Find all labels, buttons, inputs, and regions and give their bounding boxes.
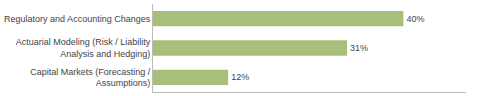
svg-text:Regulatory and Accounting Chan: Regulatory and Accounting Changes <box>4 14 151 24</box>
svg-text:12%: 12% <box>231 72 249 82</box>
svg-text:40%: 40% <box>406 14 424 24</box>
svg-text:Actuarial Modeling (Risk / Lia: Actuarial Modeling (Risk / LiabilityAnal… <box>16 37 151 59</box>
svg-text:Capital Markets (Forecasting /: Capital Markets (Forecasting /Assumption… <box>30 67 151 89</box>
svg-text:31%: 31% <box>350 43 368 53</box>
